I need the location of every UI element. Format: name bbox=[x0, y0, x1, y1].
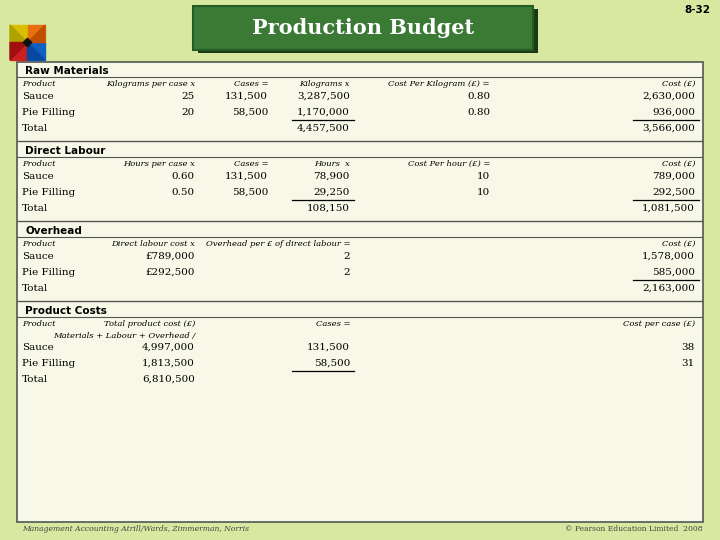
Text: 789,000: 789,000 bbox=[652, 172, 695, 181]
FancyBboxPatch shape bbox=[193, 6, 533, 50]
Text: 585,000: 585,000 bbox=[652, 268, 695, 277]
Text: 10: 10 bbox=[477, 188, 490, 197]
Polygon shape bbox=[27, 25, 45, 43]
Text: 4,997,000: 4,997,000 bbox=[142, 343, 195, 352]
Text: Cost (£): Cost (£) bbox=[662, 80, 695, 88]
Text: Product: Product bbox=[22, 320, 55, 328]
Text: 0.50: 0.50 bbox=[172, 188, 195, 197]
Text: Total product cost (£): Total product cost (£) bbox=[104, 320, 195, 328]
Text: 25: 25 bbox=[181, 92, 195, 101]
Text: Sauce: Sauce bbox=[22, 252, 54, 261]
Text: 0.60: 0.60 bbox=[172, 172, 195, 181]
Text: 0.80: 0.80 bbox=[467, 108, 490, 117]
Text: Cost Per Kilogram (£) =: Cost Per Kilogram (£) = bbox=[389, 80, 490, 88]
Text: 2,163,000: 2,163,000 bbox=[642, 284, 695, 293]
Text: 131,500: 131,500 bbox=[307, 343, 350, 352]
Text: 58,500: 58,500 bbox=[232, 188, 268, 197]
Text: Overhead: Overhead bbox=[25, 226, 82, 236]
Polygon shape bbox=[10, 43, 27, 60]
Text: 1,578,000: 1,578,000 bbox=[642, 252, 695, 261]
Text: Management Accounting Atrill/Wards, Zimmerman, Norris: Management Accounting Atrill/Wards, Zimm… bbox=[22, 525, 249, 533]
Bar bbox=[17, 62, 703, 522]
Polygon shape bbox=[10, 25, 27, 43]
Text: Overhead per £ of direct labour =: Overhead per £ of direct labour = bbox=[205, 240, 350, 248]
Text: 292,500: 292,500 bbox=[652, 188, 695, 197]
Text: Hours  x: Hours x bbox=[314, 160, 350, 168]
Text: Cost per case (£): Cost per case (£) bbox=[623, 320, 695, 328]
Text: Total: Total bbox=[22, 124, 48, 133]
Text: 78,900: 78,900 bbox=[314, 172, 350, 181]
Text: Pie Filling: Pie Filling bbox=[22, 359, 76, 368]
Text: Hours per case x: Hours per case x bbox=[123, 160, 195, 168]
Text: Raw Materials: Raw Materials bbox=[25, 66, 109, 76]
Text: 108,150: 108,150 bbox=[307, 204, 350, 213]
Text: Pie Filling: Pie Filling bbox=[22, 108, 76, 117]
Text: 38: 38 bbox=[682, 343, 695, 352]
Text: Kilograms x: Kilograms x bbox=[300, 80, 350, 88]
Text: Production Budget: Production Budget bbox=[252, 18, 474, 38]
Text: 131,500: 131,500 bbox=[225, 172, 268, 181]
FancyBboxPatch shape bbox=[198, 9, 538, 53]
Text: 1,170,000: 1,170,000 bbox=[297, 108, 350, 117]
Text: Cost (£): Cost (£) bbox=[662, 240, 695, 248]
Text: Pie Filling: Pie Filling bbox=[22, 188, 76, 197]
Text: 2: 2 bbox=[343, 252, 350, 261]
Text: Product: Product bbox=[22, 80, 55, 88]
Text: 31: 31 bbox=[682, 359, 695, 368]
Text: Total: Total bbox=[22, 204, 48, 213]
Text: 4,457,500: 4,457,500 bbox=[297, 124, 350, 133]
Text: Sauce: Sauce bbox=[22, 343, 54, 352]
Text: £789,000: £789,000 bbox=[145, 252, 195, 261]
Text: Sauce: Sauce bbox=[22, 172, 54, 181]
Polygon shape bbox=[27, 43, 45, 60]
Text: Cost (£): Cost (£) bbox=[662, 160, 695, 168]
Text: 29,250: 29,250 bbox=[314, 188, 350, 197]
Text: Direct Labour: Direct Labour bbox=[25, 146, 105, 156]
Text: 0.80: 0.80 bbox=[467, 92, 490, 101]
Text: Pie Filling: Pie Filling bbox=[22, 268, 76, 277]
Text: Product Costs: Product Costs bbox=[25, 306, 107, 316]
Text: 10: 10 bbox=[477, 172, 490, 181]
Polygon shape bbox=[10, 43, 27, 60]
Text: Product: Product bbox=[22, 160, 55, 168]
Text: 936,000: 936,000 bbox=[652, 108, 695, 117]
Polygon shape bbox=[23, 38, 32, 46]
Text: Kilograms per case x: Kilograms per case x bbox=[106, 80, 195, 88]
Text: 58,500: 58,500 bbox=[314, 359, 350, 368]
Text: Total: Total bbox=[22, 284, 48, 293]
Text: Materials + Labour + Overhead /: Materials + Labour + Overhead / bbox=[53, 332, 195, 340]
Text: 1,813,500: 1,813,500 bbox=[142, 359, 195, 368]
Polygon shape bbox=[27, 25, 45, 43]
Text: Direct labour cost x: Direct labour cost x bbox=[111, 240, 195, 248]
Text: 1,081,500: 1,081,500 bbox=[642, 204, 695, 213]
Text: 3,287,500: 3,287,500 bbox=[297, 92, 350, 101]
Text: 2,630,000: 2,630,000 bbox=[642, 92, 695, 101]
Text: Cases =: Cases = bbox=[233, 160, 268, 168]
Text: © Pearson Education Limited  2008: © Pearson Education Limited 2008 bbox=[565, 525, 703, 533]
Text: 6,810,500: 6,810,500 bbox=[142, 375, 195, 384]
Text: Cases =: Cases = bbox=[233, 80, 268, 88]
Text: 58,500: 58,500 bbox=[232, 108, 268, 117]
Text: 2: 2 bbox=[343, 268, 350, 277]
Text: Cost Per hour (£) =: Cost Per hour (£) = bbox=[408, 160, 490, 168]
Polygon shape bbox=[10, 25, 27, 43]
Text: 131,500: 131,500 bbox=[225, 92, 268, 101]
Text: Cases =: Cases = bbox=[315, 320, 350, 328]
Text: £292,500: £292,500 bbox=[145, 268, 195, 277]
Polygon shape bbox=[27, 43, 45, 60]
Text: 20: 20 bbox=[181, 108, 195, 117]
Text: Sauce: Sauce bbox=[22, 92, 54, 101]
Text: 3,566,000: 3,566,000 bbox=[642, 124, 695, 133]
Text: Total: Total bbox=[22, 375, 48, 384]
Text: 8-32: 8-32 bbox=[684, 5, 710, 15]
Text: Product: Product bbox=[22, 240, 55, 248]
